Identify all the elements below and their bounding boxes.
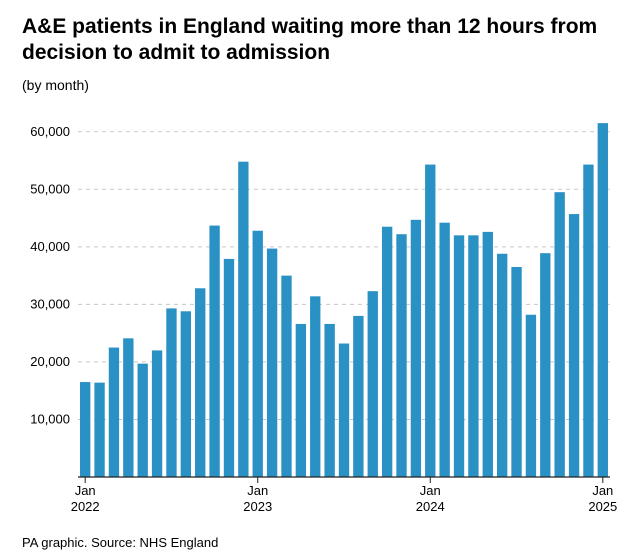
- x-tick-label-month: Jan: [420, 483, 441, 498]
- bar: [540, 253, 550, 477]
- chart-container: A&E patients in England waiting more tha…: [0, 0, 640, 560]
- x-tick-label-year: 2022: [71, 499, 100, 514]
- y-tick-label: 10,000: [30, 411, 70, 426]
- bar-chart-svg: 10,00020,00030,00040,00050,00060,000Jan2…: [22, 97, 618, 517]
- y-tick-label: 50,000: [30, 181, 70, 196]
- x-tick-label-year: 2023: [243, 499, 272, 514]
- bar: [368, 291, 378, 477]
- chart-plot-area: 10,00020,00030,00040,00050,00060,000Jan2…: [22, 97, 618, 530]
- bar: [439, 222, 449, 476]
- bar: [425, 164, 435, 476]
- x-tick-label-month: Jan: [75, 483, 96, 498]
- bar: [181, 311, 191, 477]
- y-tick-label: 30,000: [30, 296, 70, 311]
- bar: [238, 161, 248, 476]
- x-tick-label-year: 2025: [588, 499, 617, 514]
- y-tick-label: 60,000: [30, 123, 70, 138]
- bar: [382, 226, 392, 476]
- x-tick-label-month: Jan: [247, 483, 268, 498]
- bar: [411, 219, 421, 476]
- bar: [195, 288, 205, 477]
- bar: [94, 382, 104, 476]
- bar: [555, 192, 565, 477]
- y-tick-label: 20,000: [30, 353, 70, 368]
- x-tick-label-month: Jan: [592, 483, 613, 498]
- bar: [80, 382, 90, 477]
- bar: [138, 363, 148, 476]
- chart-title: A&E patients in England waiting more tha…: [22, 14, 618, 67]
- bar: [209, 225, 219, 476]
- chart-subtitle: (by month): [22, 77, 618, 93]
- bar: [324, 323, 334, 476]
- bar: [310, 296, 320, 477]
- bar: [497, 253, 507, 476]
- x-tick-label-year: 2024: [416, 499, 445, 514]
- bar: [454, 235, 464, 477]
- bar: [224, 258, 234, 476]
- bar: [281, 275, 291, 476]
- bar: [598, 123, 608, 477]
- bar: [468, 235, 478, 477]
- y-tick-label: 40,000: [30, 238, 70, 253]
- bar: [152, 350, 162, 477]
- bar: [353, 315, 363, 476]
- bar: [109, 347, 119, 476]
- bar: [166, 308, 176, 477]
- bar: [526, 314, 536, 476]
- bar: [253, 230, 263, 476]
- bar: [296, 323, 306, 476]
- bar: [396, 234, 406, 477]
- bar: [569, 214, 579, 477]
- bar: [511, 266, 521, 476]
- bar: [483, 231, 493, 476]
- bar: [267, 248, 277, 476]
- chart-footer: PA graphic. Source: NHS England: [22, 535, 618, 550]
- bar: [123, 338, 133, 477]
- bar: [339, 343, 349, 476]
- bar: [583, 164, 593, 476]
